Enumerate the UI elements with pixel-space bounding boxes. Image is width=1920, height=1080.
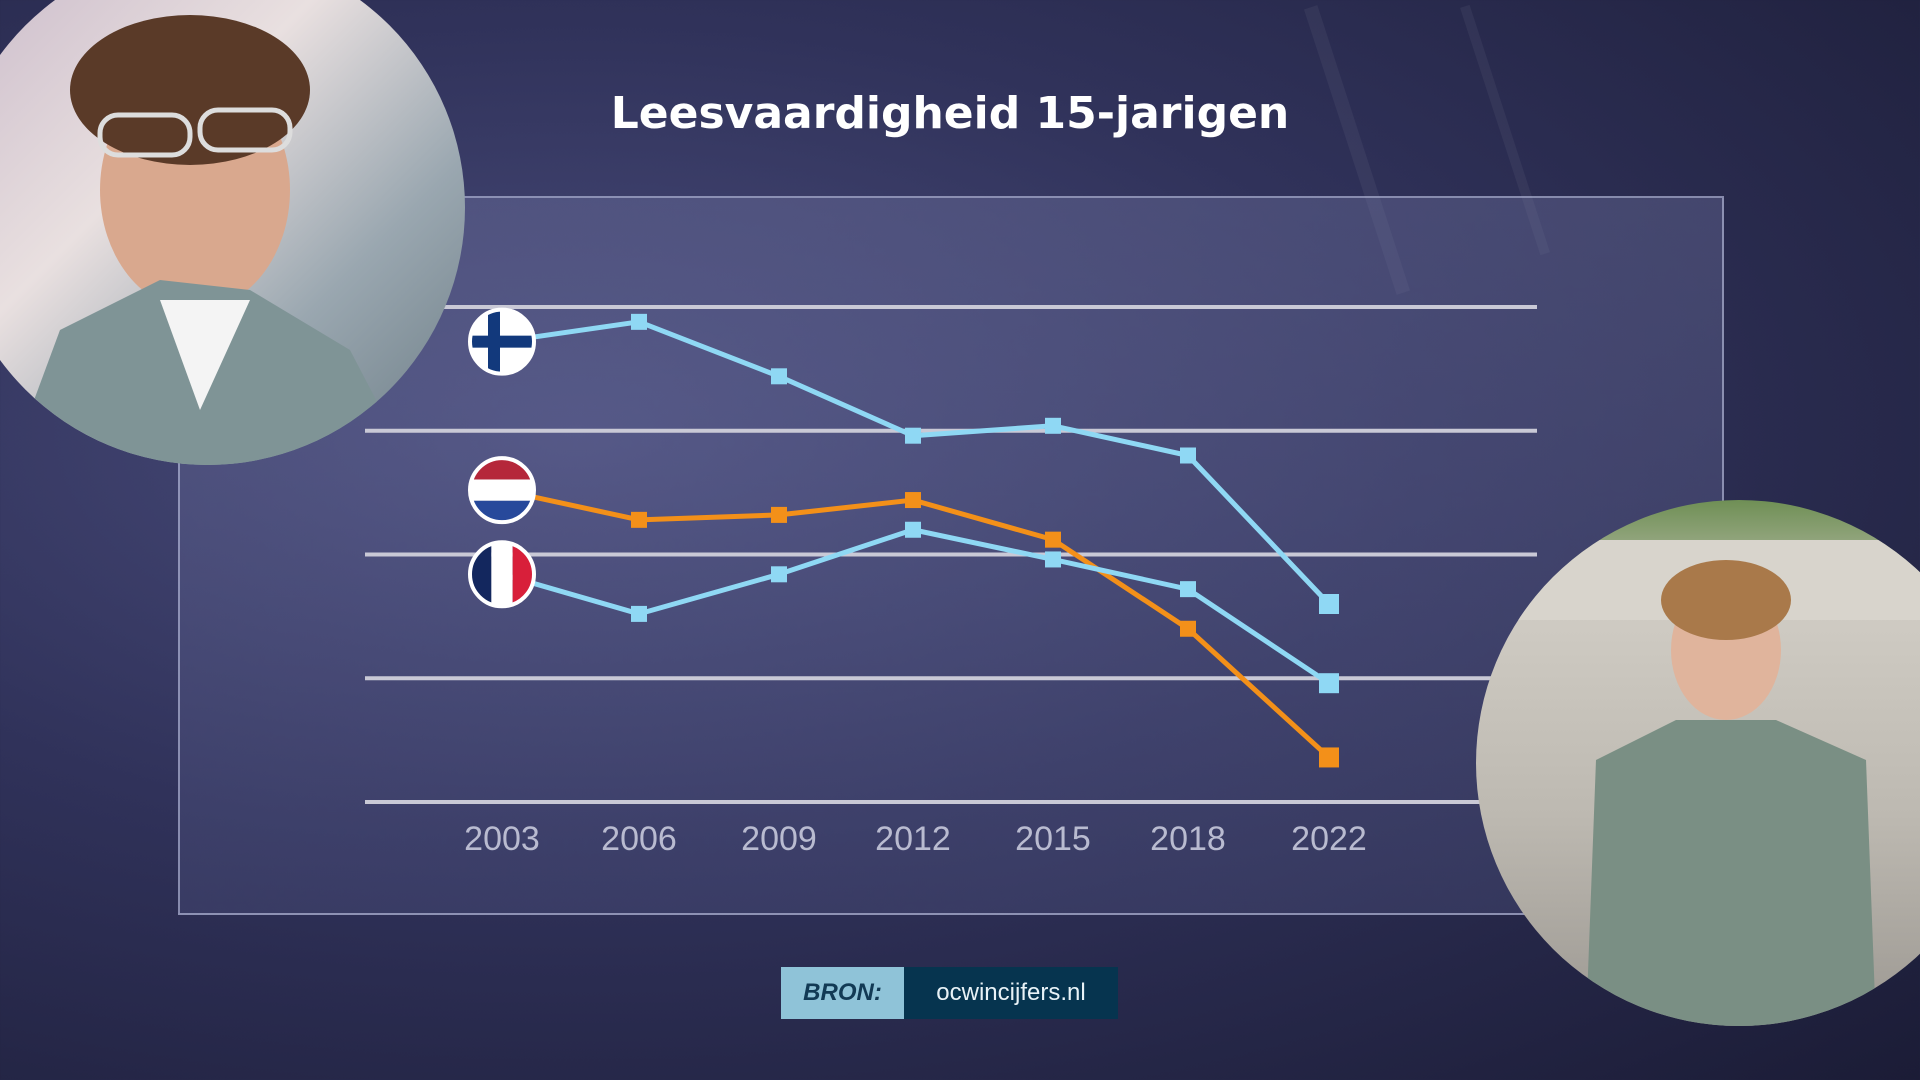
source-value: ocwincijfers.nl (904, 967, 1118, 1019)
x-tick-label: 2003 (464, 820, 540, 858)
data-point-netherlands (1180, 620, 1196, 637)
data-point-netherlands (771, 506, 787, 523)
presenter-image (10, 15, 410, 465)
data-point-france (1180, 581, 1196, 598)
data-point-finland (1319, 594, 1339, 614)
x-tick-label: 2009 (741, 820, 817, 858)
flag-finland-icon (468, 307, 536, 376)
data-point-netherlands (1319, 747, 1339, 768)
data-point-netherlands (905, 492, 921, 509)
interviewee-image (1476, 540, 1920, 1026)
data-point-france (1319, 673, 1339, 694)
data-point-france (631, 605, 647, 622)
interviewee-video-inset (1476, 500, 1920, 1026)
data-point-netherlands (1045, 531, 1061, 548)
data-point-france (1045, 551, 1061, 568)
data-point-finland (905, 427, 921, 444)
data-point-netherlands (631, 511, 647, 528)
presenter-video-inset (0, 0, 465, 465)
data-point-finland (771, 368, 787, 385)
data-point-finland (1045, 417, 1061, 434)
flag-france-icon (468, 540, 536, 609)
data-point-france (771, 566, 787, 583)
x-tick-label: 2006 (601, 820, 677, 858)
x-tick-label: 2012 (875, 820, 951, 858)
chart-title: Leesvaardigheid 15-jarigen (610, 88, 1290, 139)
data-point-finland (1180, 447, 1196, 464)
series-line-finland (501, 319, 1331, 606)
source-caption: BRON: ocwincijfers.nl (781, 967, 1118, 1019)
data-point-finland (631, 313, 647, 330)
x-tick-label: 2015 (1015, 820, 1091, 858)
data-point-france (905, 521, 921, 538)
source-label: BRON: (781, 967, 904, 1019)
x-tick-label: 2018 (1150, 820, 1226, 858)
x-tick-label: 2022 (1291, 820, 1367, 858)
flag-netherlands-icon (468, 456, 536, 525)
